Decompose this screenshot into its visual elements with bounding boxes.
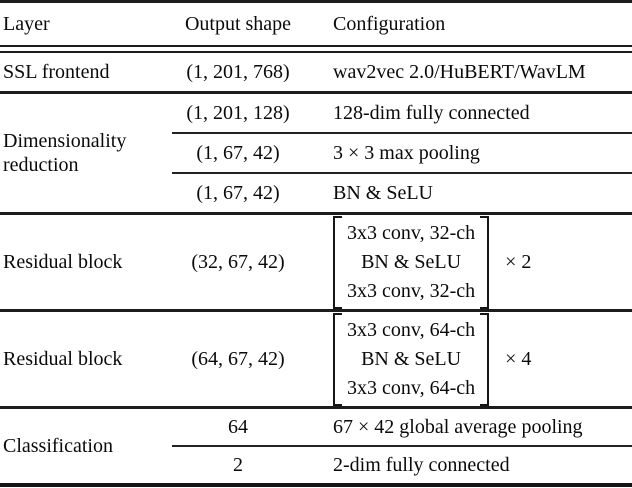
row-residual-block-1: Residual block (32, 67, 42) 3x3 conv, 32… [0,215,632,309]
table-top-rule [0,0,632,3]
conv-block-matrix: 3x3 conv, 64-ch BN & SeLU 3x3 conv, 64-c… [333,312,490,406]
matrix-bracket-left [333,312,342,406]
matrix-row: BN & SeLU [361,250,462,273]
output-shape-value: (1, 67, 42) [196,181,280,204]
conv-block-matrix: 3x3 conv, 32-ch BN & SeLU 3x3 conv, 32-c… [333,215,490,309]
table-header-row: Layer Output shape Configuration [0,3,632,45]
matrix-row: BN & SeLU [361,347,462,370]
matrix-rows: 3x3 conv, 64-ch BN & SeLU 3x3 conv, 64-c… [342,313,480,406]
output-shape-value: 64 [228,415,248,438]
table-row: (1, 201, 128) 128-dim fully connected [172,94,632,132]
section-rule [0,212,632,215]
dimensionality-subrows: (1, 201, 128) 128-dim fully connected (1… [172,94,632,212]
configuration-value: 3 × 3 max pooling [333,141,480,164]
row-residual-block-2: Residual block (64, 67, 42) 3x3 conv, 64… [0,312,632,406]
classification-subrows: 64 67 × 42 global average pooling 2 2-di… [172,409,632,483]
matrix-row: 3x3 conv, 32-ch [347,221,476,244]
partial-rule [172,132,632,134]
section-rule [0,91,632,94]
layer-label: SSL frontend [3,61,110,83]
matrix-bracket-left [333,215,342,309]
layer-label: Residual block [3,251,123,273]
section-classification: Classification 64 67 × 42 global average… [0,409,632,483]
section-rule [0,309,632,312]
output-shape-value: (32, 67, 42) [191,250,285,273]
layer-label: Dimensionality reduction [3,130,127,176]
configuration-matrix-cell: 3x3 conv, 32-ch BN & SeLU 3x3 conv, 32-c… [304,215,632,309]
matrix-row: 3x3 conv, 32-ch [347,279,476,302]
output-shape-value: (64, 67, 42) [191,347,285,370]
output-shape-value: (1, 201, 768) [186,60,290,83]
matrix-bracket-right [480,215,490,309]
header-double-rule [0,45,632,53]
table-row: 2 2-dim fully connected [172,447,632,483]
matrix-row: 3x3 conv, 64-ch [347,318,476,341]
table-row: (1, 67, 42) 3 × 3 max pooling [172,134,632,172]
table-row: (1, 67, 42) BN & SeLU [172,174,632,212]
section-dimensionality-reduction: Dimensionality reduction (1, 201, 128) 1… [0,94,632,212]
table-bottom-rule [0,483,632,487]
matrix-row: 3x3 conv, 64-ch [347,376,476,399]
col-header-configuration: Configuration [333,12,446,35]
output-shape-value: (1, 67, 42) [196,141,280,164]
configuration-value: wav2vec 2.0/HuBERT/WavLM [333,60,586,83]
configuration-value: BN & SeLU [333,181,433,204]
block-multiplier: × 2 [505,250,532,273]
output-shape-value: 2 [233,453,243,476]
matrix-bracket-right [480,312,490,406]
header-rule-line-1 [0,45,632,47]
partial-rule [172,172,632,174]
col-header-output-shape: Output shape [184,12,292,35]
table-row: 64 67 × 42 global average pooling [172,409,632,445]
row-ssl-frontend: SSL frontend (1, 201, 768) wav2vec 2.0/H… [0,53,632,91]
matrix-rows: 3x3 conv, 32-ch BN & SeLU 3x3 conv, 32-c… [342,216,480,309]
col-header-layer: Layer [3,13,50,35]
configuration-value: 2-dim fully connected [333,453,510,476]
layer-label: Residual block [3,348,123,370]
section-rule [0,406,632,409]
partial-rule [172,445,632,447]
block-multiplier: × 4 [505,347,532,370]
configuration-value: 67 × 42 global average pooling [333,415,583,438]
header-rule-line-2 [0,51,632,53]
layer-label: Classification [3,435,113,457]
output-shape-value: (1, 201, 128) [186,101,290,124]
configuration-value: 128-dim fully connected [333,101,530,124]
configuration-matrix-cell: 3x3 conv, 64-ch BN & SeLU 3x3 conv, 64-c… [304,312,632,406]
